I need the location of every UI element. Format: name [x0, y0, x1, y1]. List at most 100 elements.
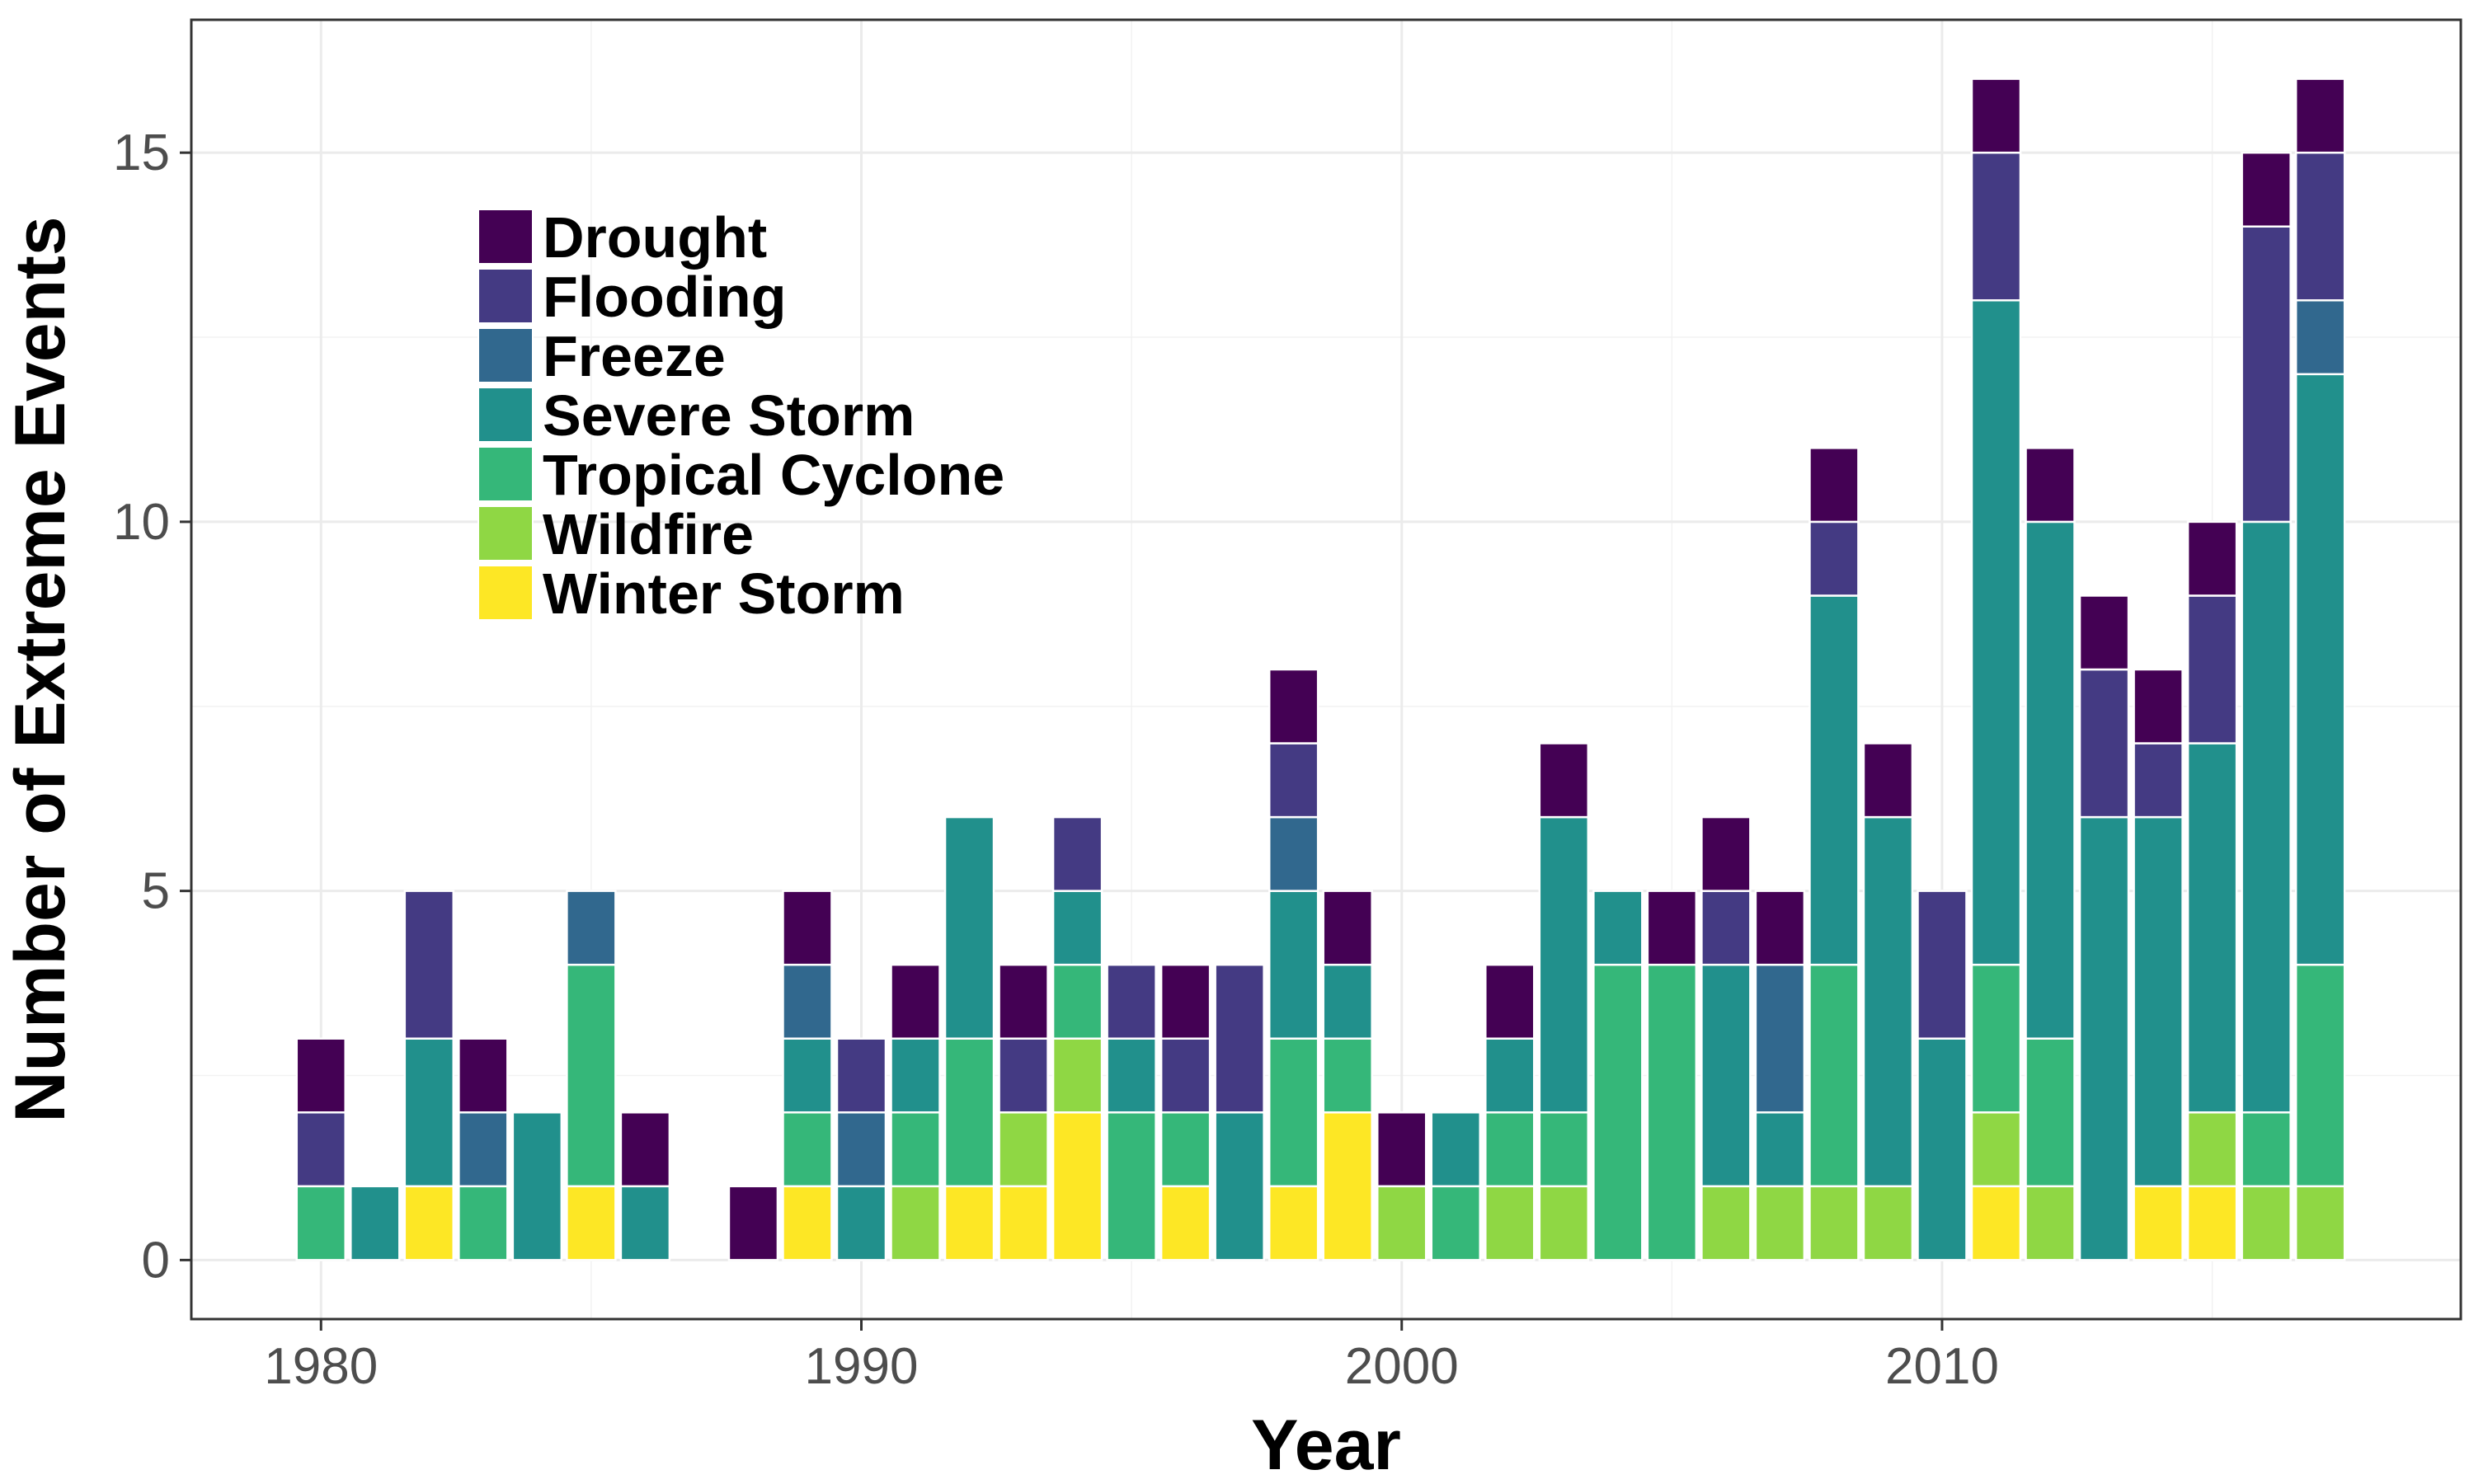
bar-segment-flooding-1996: [1159, 1037, 1211, 1114]
x-tick-label: 2010: [1885, 1338, 1999, 1395]
bars: [295, 77, 2346, 1261]
bar-segment-tropical-cyclone-2003: [1538, 1111, 1590, 1188]
bar-segment-severe-storm-2016: [2241, 520, 2292, 1114]
bar-segment-flooding-2011: [1970, 151, 2022, 302]
bar-segment-winter-storm-1985: [566, 1185, 617, 1261]
bar-segment-severe-storm-1995: [1106, 1037, 1157, 1114]
bar-segment-drought-2000: [1376, 1111, 1427, 1188]
bar-segment-wildfire-2011: [1970, 1111, 2022, 1188]
bar-segment-drought-2013: [2078, 594, 2130, 671]
bar-segment-flooding-1994: [1051, 815, 1103, 892]
bar-segment-wildfire-2000: [1376, 1185, 1427, 1261]
legend-label-flooding: Flooding: [543, 265, 786, 329]
bar-segment-freeze-1989: [782, 963, 833, 1040]
bar-segment-winter-storm-1992: [943, 1185, 995, 1261]
bar-segment-severe-storm-2013: [2078, 815, 2130, 1261]
bar-segment-severe-storm-1991: [890, 1037, 941, 1114]
bar-segment-winter-storm-1998: [1268, 1185, 1319, 1261]
bar-segment-tropical-cyclone-1996: [1159, 1111, 1211, 1188]
bar-segment-wildfire-2015: [2186, 1111, 2238, 1188]
bar-segment-wildfire-2007: [1754, 1185, 1806, 1261]
bar-segment-severe-storm-1989: [782, 1037, 833, 1114]
bar-segment-flooding-1980: [295, 1111, 346, 1188]
bar-segment-drought-1988: [727, 1185, 779, 1261]
x-tick-label: 1980: [264, 1338, 378, 1395]
bar-segment-tropical-cyclone-1983: [458, 1185, 509, 1261]
bar-segment-flooding-2008: [1808, 520, 1860, 597]
bar-segment-freeze-1990: [835, 1111, 887, 1188]
bar-segment-drought-2008: [1808, 447, 1860, 524]
bar-segment-tropical-cyclone-2017: [2294, 963, 2346, 1188]
legend-label-drought: Drought: [543, 205, 767, 270]
legend-key-winter-storm: [477, 565, 534, 621]
bar-segment-drought-1980: [295, 1037, 346, 1114]
bar-segment-winter-storm-1994: [1051, 1111, 1103, 1261]
bar-segment-severe-storm-1994: [1051, 890, 1103, 966]
bar-segment-severe-storm-2001: [1430, 1111, 1481, 1188]
bar-segment-wildfire-2008: [1808, 1185, 1860, 1261]
legend-key-freeze: [477, 327, 534, 383]
bar-segment-severe-storm-1990: [835, 1185, 887, 1261]
bar-segment-tropical-cyclone-1999: [1322, 1037, 1373, 1114]
bar-segment-severe-storm-2010: [1917, 1037, 1968, 1261]
bar-segment-wildfire-2017: [2294, 1185, 2346, 1261]
bar-segment-drought-2017: [2294, 77, 2346, 154]
bar-segment-severe-storm-2008: [1808, 594, 1860, 966]
bar-segment-severe-storm-2012: [2025, 520, 2076, 1040]
bar-segment-tropical-cyclone-2002: [1484, 1111, 1536, 1188]
bar-segment-winter-storm-1993: [998, 1185, 1049, 1261]
bar-segment-severe-storm-2011: [1970, 299, 2022, 966]
legend-key-severe-storm: [477, 387, 534, 443]
bar-segment-severe-storm-2015: [2186, 742, 2238, 1114]
bar-segment-severe-storm-1986: [619, 1185, 671, 1261]
legend-label-freeze: Freeze: [543, 324, 726, 388]
y-tick-label: 10: [113, 494, 170, 551]
bar-segment-freeze-2007: [1754, 963, 1806, 1114]
bar-segment-flooding-2016: [2241, 225, 2292, 524]
bar-segment-severe-storm-2003: [1538, 815, 1590, 1114]
bar-segment-tropical-cyclone-2016: [2241, 1111, 2292, 1188]
bar-segment-winter-storm-2015: [2186, 1185, 2238, 1261]
bar-segment-flooding-1993: [998, 1037, 1049, 1114]
bar-segment-drought-2011: [1970, 77, 2022, 154]
bar-segment-flooding-1997: [1214, 963, 1265, 1114]
y-axis-title: Number of Extreme Events: [1, 216, 80, 1122]
bar-segment-wildfire-2003: [1538, 1185, 1590, 1261]
bar-segment-drought-2003: [1538, 742, 1590, 819]
bar-segment-severe-storm-2014: [2133, 815, 2184, 1188]
bar-segment-severe-storm-2006: [1700, 963, 1752, 1188]
bar-segment-tropical-cyclone-2012: [2025, 1037, 2076, 1188]
bar-segment-wildfire-1991: [890, 1185, 941, 1261]
bar-segment-tropical-cyclone-1991: [890, 1111, 941, 1188]
bar-segment-freeze-1998: [1268, 815, 1319, 892]
bar-segment-drought-2006: [1700, 815, 1752, 892]
bar-segment-flooding-1990: [835, 1037, 887, 1114]
bar-segment-tropical-cyclone-1998: [1268, 1037, 1319, 1188]
bar-segment-flooding-2010: [1917, 890, 1968, 1040]
bar-segment-drought-2012: [2025, 447, 2076, 524]
bar-segment-tropical-cyclone-1994: [1051, 963, 1103, 1040]
y-tick-label: 15: [113, 124, 170, 181]
y-tick-label: 5: [142, 863, 170, 920]
bar-segment-flooding-1982: [403, 890, 455, 1040]
bar-segment-severe-storm-2007: [1754, 1111, 1806, 1188]
x-axis-title: Year: [1251, 1406, 1401, 1484]
bar-segment-drought-1999: [1322, 890, 1373, 966]
bar-segment-winter-storm-2011: [1970, 1185, 2022, 1261]
bar-segment-drought-1998: [1268, 668, 1319, 744]
bar-segment-freeze-1983: [458, 1111, 509, 1188]
x-tick-label: 1990: [805, 1338, 919, 1395]
bar-segment-tropical-cyclone-1985: [566, 963, 617, 1188]
bar-segment-severe-storm-1984: [511, 1111, 563, 1261]
bar-segment-drought-2005: [1646, 890, 1698, 966]
bar-segment-severe-storm-2004: [1592, 890, 1644, 966]
axis-ticks: 1980 1990 2000 2010 0 5 10 15: [113, 124, 1999, 1395]
bar-segment-freeze-1985: [566, 890, 617, 966]
bar-segment-tropical-cyclone-1980: [295, 1185, 346, 1261]
bar-segment-freeze-2017: [2294, 299, 2346, 376]
bar-segment-flooding-2006: [1700, 890, 1752, 966]
bar-segment-tropical-cyclone-2008: [1808, 963, 1860, 1188]
legend-key-drought: [477, 209, 534, 265]
bar-segment-severe-storm-1981: [350, 1185, 401, 1261]
